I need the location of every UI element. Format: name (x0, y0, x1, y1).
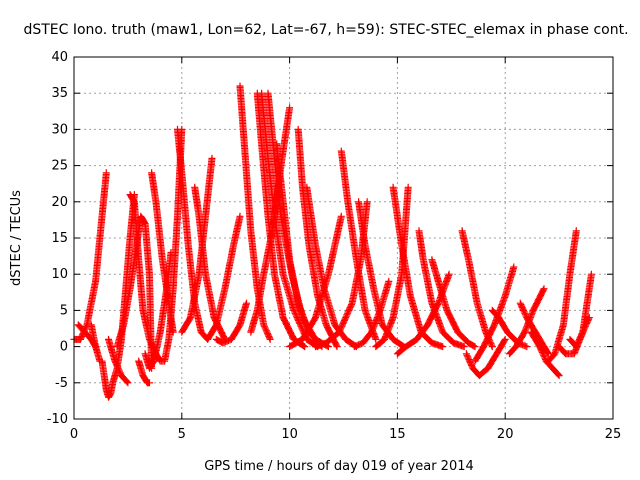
data-track (471, 263, 518, 365)
data-track (355, 198, 408, 351)
data-track (428, 256, 479, 351)
y-tick-label: 0 (60, 340, 68, 355)
x-tick-label: 20 (497, 427, 514, 442)
data-point-markers (135, 357, 153, 387)
data-track (70, 169, 110, 343)
data-point-markers (471, 263, 518, 365)
data-point-markers (355, 198, 408, 351)
y-tick-label: 20 (51, 195, 68, 210)
data-point-markers (174, 125, 244, 343)
data-point-markers (544, 227, 580, 365)
data-track (415, 227, 468, 351)
data-track (527, 328, 563, 380)
y-tick-label: -5 (55, 376, 68, 391)
data-points (70, 82, 595, 401)
data-track (191, 183, 229, 343)
data-track (544, 227, 580, 365)
data-track (126, 125, 186, 365)
data-point-markers (516, 299, 552, 358)
data-point-markers (105, 335, 132, 387)
y-tick-label: 35 (51, 86, 68, 101)
data-point-markers (337, 147, 380, 343)
y-tick-label: -10 (47, 412, 68, 427)
data-point-markers (428, 256, 479, 351)
data-track (462, 335, 509, 380)
y-tick-label: 10 (51, 267, 68, 282)
data-track (258, 89, 322, 351)
x-axis-label: GPS time / hours of day 019 of year 2014 (204, 459, 474, 474)
data-track (87, 321, 104, 365)
data-point-markers (70, 169, 110, 343)
data-track (212, 299, 250, 347)
data-point-markers (87, 321, 104, 365)
y-tick-label: 40 (51, 50, 68, 65)
chart-title: dSTEC Iono. truth (maw1, Lon=62, Lat=-67… (23, 22, 628, 38)
data-track (294, 125, 341, 351)
data-track (236, 82, 274, 343)
data-point-markers (389, 183, 447, 351)
y-tick-label: 30 (51, 122, 68, 137)
data-point-markers (566, 314, 593, 351)
plot-frame (73, 56, 614, 420)
x-tick-label: 15 (389, 427, 406, 442)
y-axis-label: dSTEC / TECUs (9, 190, 24, 286)
data-point-markers (236, 82, 274, 343)
data-track (286, 212, 345, 351)
data-track (337, 147, 380, 343)
x-tick-label: 5 (178, 427, 186, 442)
y-tick-label: 25 (51, 159, 68, 174)
data-point-markers (253, 89, 309, 351)
axis-ticks: 0 5 10 15 20 25 -10 -5 0 5 10 15 20 25 30 35 40 (47, 50, 622, 442)
data-track (135, 357, 153, 387)
data-point-markers (527, 328, 563, 380)
data-track (389, 183, 447, 351)
x-tick-label: 25 (605, 427, 622, 442)
y-tick-label: 15 (51, 231, 68, 246)
data-point-markers (286, 212, 345, 351)
data-point-markers (148, 169, 177, 336)
x-tick-label: 10 (281, 427, 298, 442)
data-point-markers (212, 299, 250, 347)
data-track (566, 314, 593, 351)
data-point-markers (126, 125, 186, 365)
data-track (516, 299, 552, 358)
data-point-markers (191, 183, 229, 343)
data-point-markers (258, 89, 322, 351)
data-point-markers (415, 227, 468, 351)
x-tick-label: 0 (70, 427, 78, 442)
data-track (105, 335, 132, 387)
data-track (253, 89, 309, 351)
data-point-markers (294, 125, 341, 351)
data-track (303, 183, 360, 351)
data-track (174, 125, 244, 343)
data-point-markers (462, 335, 509, 380)
y-tick-label: 5 (60, 303, 68, 318)
data-point-markers (303, 183, 360, 351)
data-track (148, 169, 177, 336)
